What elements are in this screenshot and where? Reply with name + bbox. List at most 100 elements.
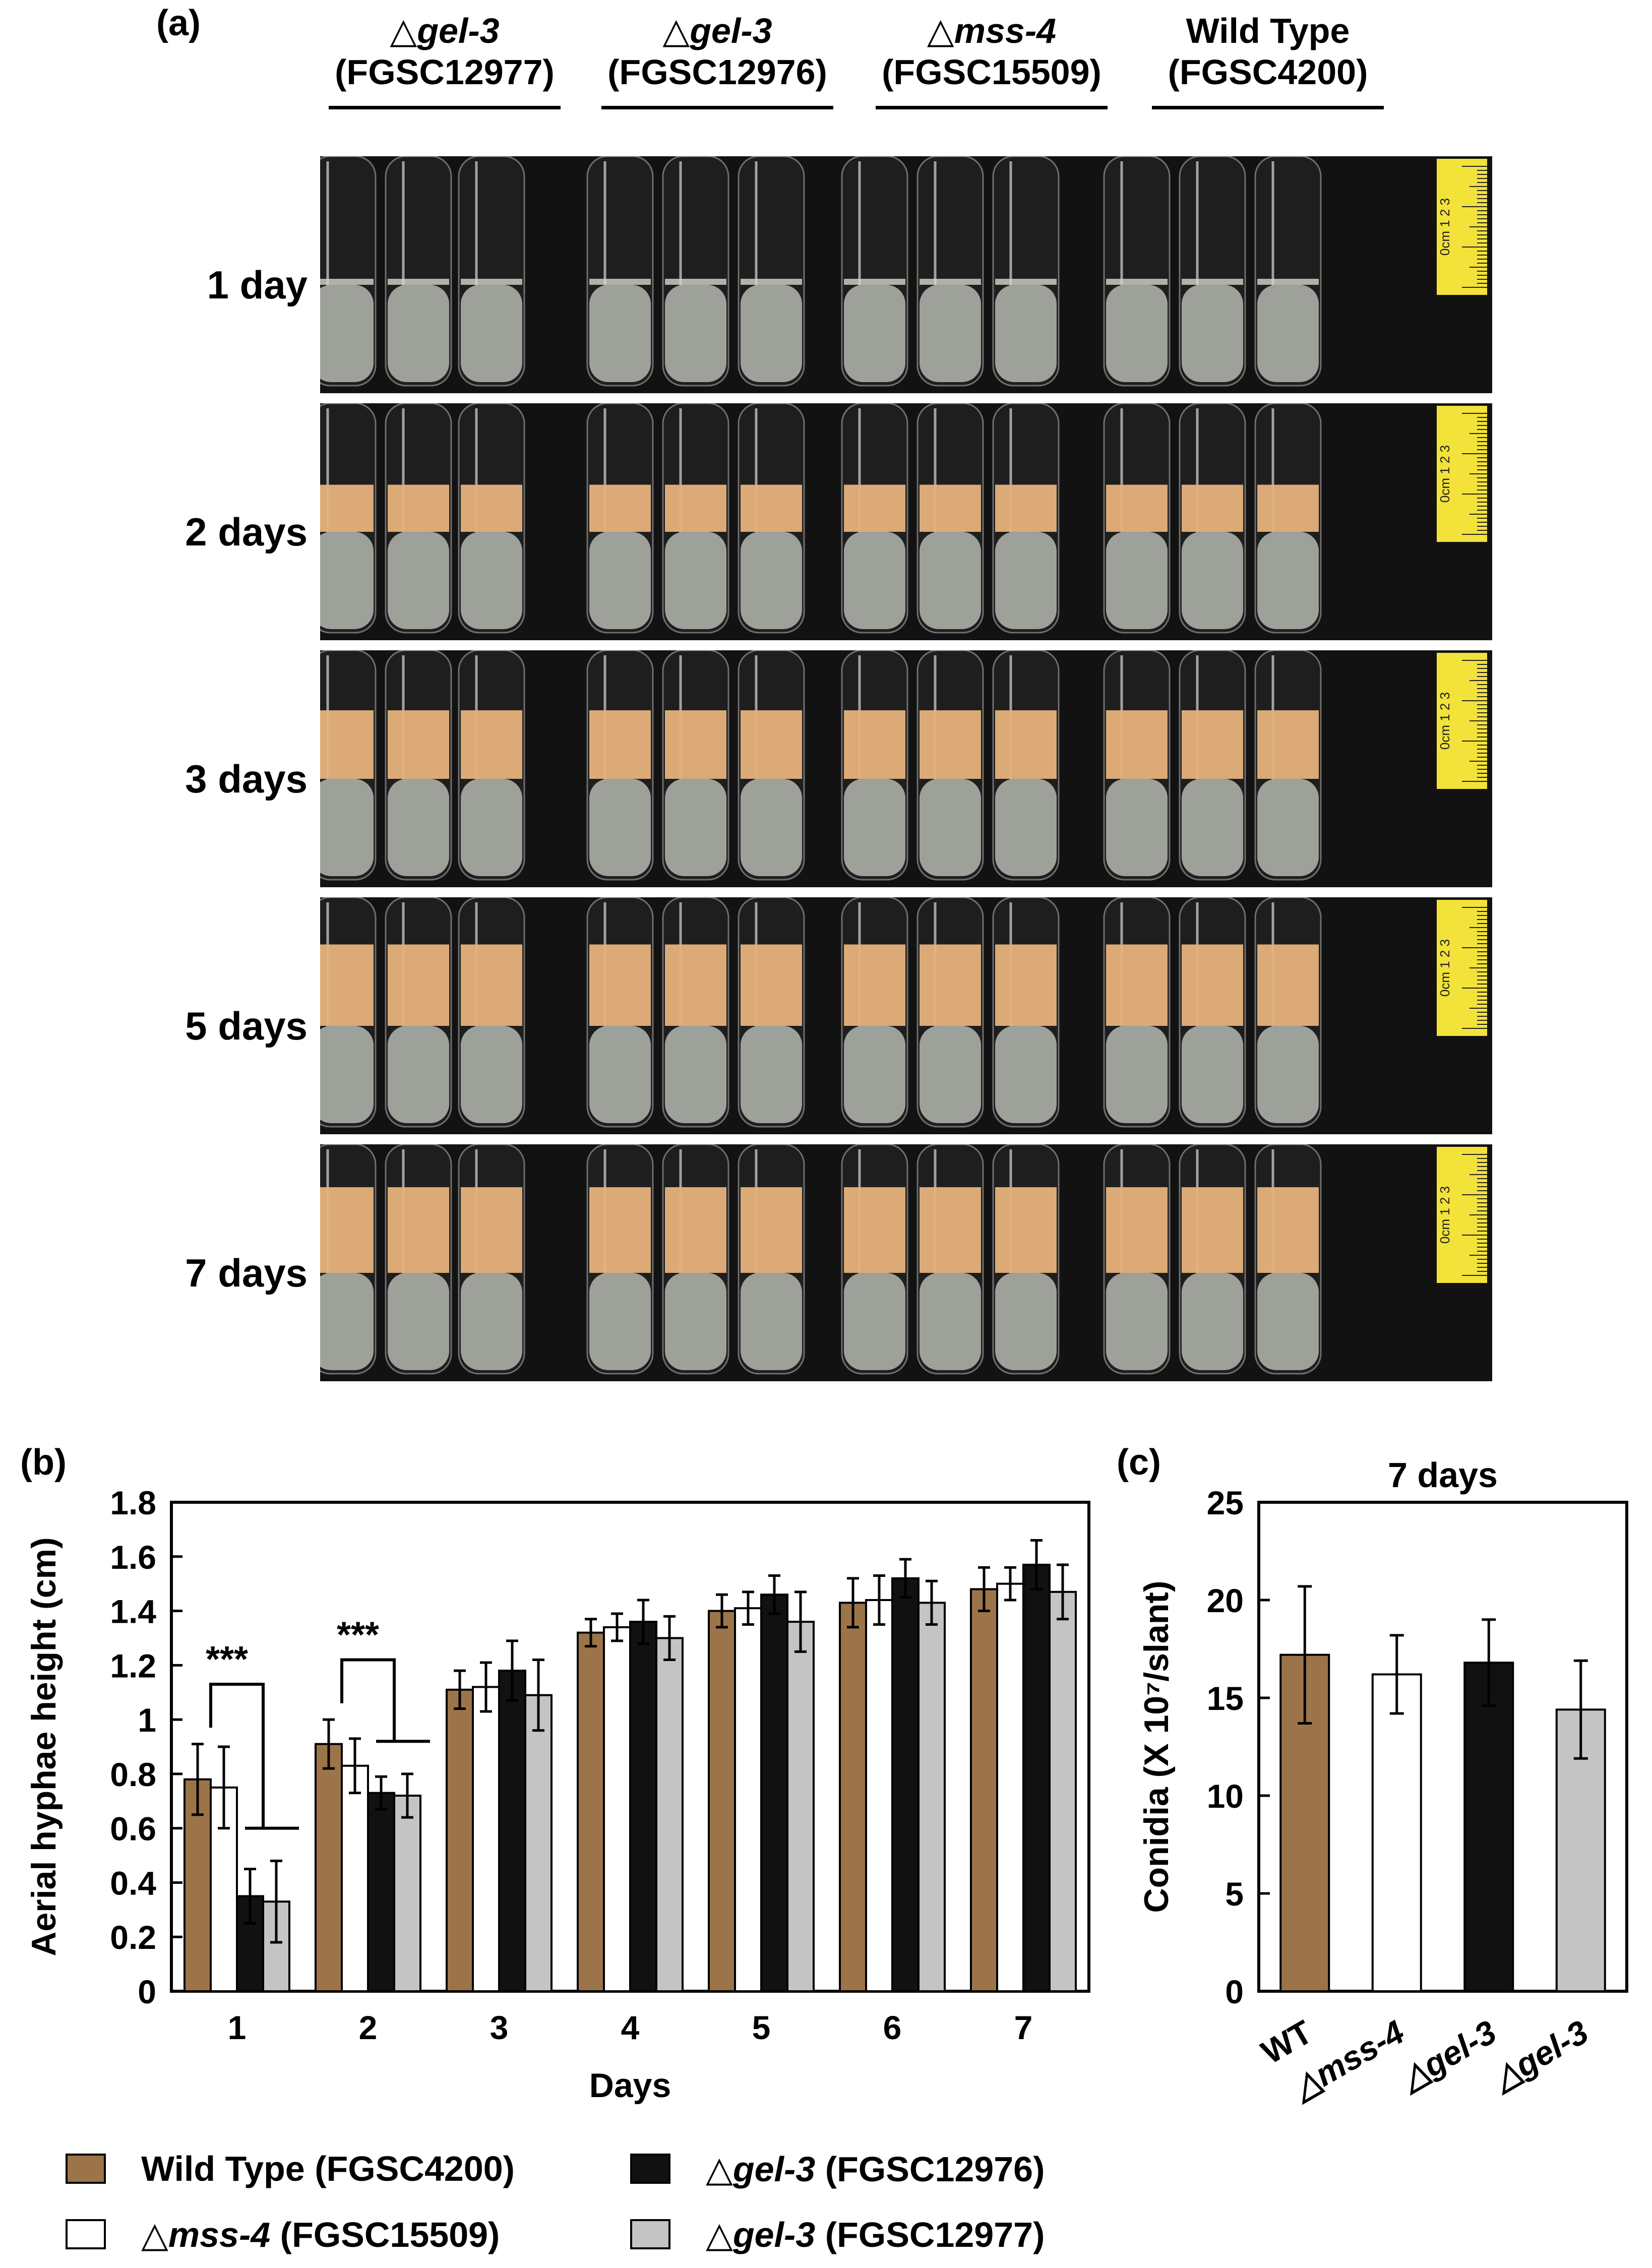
bar (708, 1610, 736, 1992)
chart-c-title: 7 days (1388, 1455, 1498, 1495)
mycelium-growth (995, 944, 1057, 1026)
mycelium-growth (995, 279, 1057, 285)
agar-medium (995, 779, 1057, 876)
mycelium-growth (920, 484, 981, 532)
bar (577, 1631, 605, 1992)
x-tick-label: 5 (752, 2009, 771, 2046)
agar-medium (920, 285, 981, 382)
legend-swatch-gel3-12976 (630, 2154, 670, 2184)
mycelium-growth (665, 484, 726, 532)
agar-medium (1182, 779, 1243, 876)
agar-medium (995, 1273, 1057, 1370)
x-tick-label: 1 (228, 2009, 247, 2046)
y-tick-label: 1.2 (110, 1647, 156, 1684)
significance-label: *** (206, 1639, 248, 1680)
mycelium-growth (589, 279, 651, 285)
mycelium-growth (1106, 710, 1168, 779)
agar-medium (461, 1026, 522, 1123)
ruler-label: 0cm 1 2 3 (1437, 445, 1452, 503)
x-tick-label: 4 (621, 2009, 640, 2046)
bar (341, 1764, 369, 1992)
mycelium-growth (920, 279, 981, 285)
conidia-chart: 7 days0510152025WT△mss-4△gel-3△gel-3Coni… (1137, 1455, 1628, 2107)
agar-medium (741, 1026, 802, 1123)
agar-medium (461, 779, 522, 876)
bar (498, 1670, 526, 1993)
agar-medium (920, 1026, 981, 1123)
plot-frame-c (1257, 1501, 1628, 1993)
bar (446, 1688, 474, 1993)
chart-b-legend: Wild Type (FGSC4200) △gel-3 (FGSC12976) … (66, 2142, 1175, 2263)
agar-medium (320, 779, 374, 876)
mycelium-growth (995, 1187, 1057, 1273)
mycelium-growth (665, 710, 726, 779)
agar-medium (1106, 1026, 1168, 1123)
ruler-label: 0cm 1 2 3 (1437, 692, 1452, 750)
mycelium-growth (1182, 1187, 1243, 1273)
mycelium-growth (1257, 944, 1319, 1026)
day-label-3: 3 days (185, 757, 308, 801)
mycelium-growth (1257, 1187, 1319, 1273)
mycelium-growth (320, 710, 374, 779)
agar-medium (1257, 779, 1319, 876)
bar (629, 1621, 657, 1993)
mycelium-growth (1106, 279, 1168, 285)
agar-medium (388, 1026, 449, 1123)
agar-medium (844, 1273, 905, 1370)
strain-header-gel3-12977: △gel-3 (FGSC12977) (326, 10, 563, 109)
bar (917, 1602, 946, 1992)
mycelium-growth (461, 279, 522, 285)
y-tick-label: 0.2 (110, 1919, 156, 1956)
significance-bracket (209, 1683, 265, 1828)
x-tick-label: △gel-3 (1392, 2013, 1502, 2098)
mycelium-growth (1257, 484, 1319, 532)
agar-medium (741, 779, 802, 876)
x-tick-label: 2 (359, 2009, 378, 2046)
mycelium-growth (1182, 279, 1243, 285)
y-tick-label: 0.4 (110, 1864, 156, 1902)
legend-swatch-wild-type (66, 2154, 106, 2184)
mycelium-growth (1182, 710, 1243, 779)
agar-medium (388, 532, 449, 629)
agar-medium (995, 285, 1057, 382)
agar-medium (320, 532, 374, 629)
strain-header-wildtype-4200: Wild Type (FGSC4200) (1149, 10, 1386, 109)
x-tick-label: 6 (883, 2009, 902, 2046)
day-label-1: 1 day (207, 263, 308, 307)
strain-header-mss4-15509: △mss-4 (FGSC15509) (873, 10, 1110, 109)
mycelium-growth (1257, 279, 1319, 285)
mycelium-growth (920, 944, 981, 1026)
y-tick-label: 0 (1225, 1973, 1244, 2010)
bar (970, 1588, 998, 1992)
agar-medium (1106, 1273, 1168, 1370)
bar (367, 1792, 395, 1992)
bar (891, 1577, 920, 1992)
mycelium-growth (665, 1187, 726, 1273)
panel-b-label: (b) (20, 1442, 67, 1483)
agar-medium (388, 779, 449, 876)
bar (734, 1607, 762, 1992)
agar-medium (995, 532, 1057, 629)
mycelium-growth (320, 279, 374, 285)
x-tick-label: 7 (1014, 2009, 1033, 2046)
mycelium-growth (844, 710, 905, 779)
mycelium-growth (920, 1187, 981, 1273)
bar (315, 1743, 343, 1992)
agar-medium (665, 779, 726, 876)
mycelium-growth (461, 1187, 522, 1273)
ruler-label: 0cm 1 2 3 (1437, 939, 1452, 997)
legend-swatch-gel3-12977 (630, 2219, 670, 2249)
agar-medium (1106, 285, 1168, 382)
agar-medium (844, 779, 905, 876)
photo-row-1: 0cm 1 2 3 (320, 156, 1492, 393)
strain-header-gel3-12976: △gel-3 (FGSC12976) (599, 10, 836, 109)
y-tick-label: 1 (138, 1701, 156, 1739)
strain-underline (329, 106, 561, 109)
y-tick-label: 0.6 (110, 1810, 156, 1848)
mycelium-growth (461, 710, 522, 779)
agar-medium (589, 285, 651, 382)
mycelium-growth (844, 944, 905, 1026)
bar (1463, 1662, 1514, 1993)
photo-row-5: 0cm 1 2 3 (320, 1144, 1492, 1381)
mycelium-growth (589, 1187, 651, 1273)
